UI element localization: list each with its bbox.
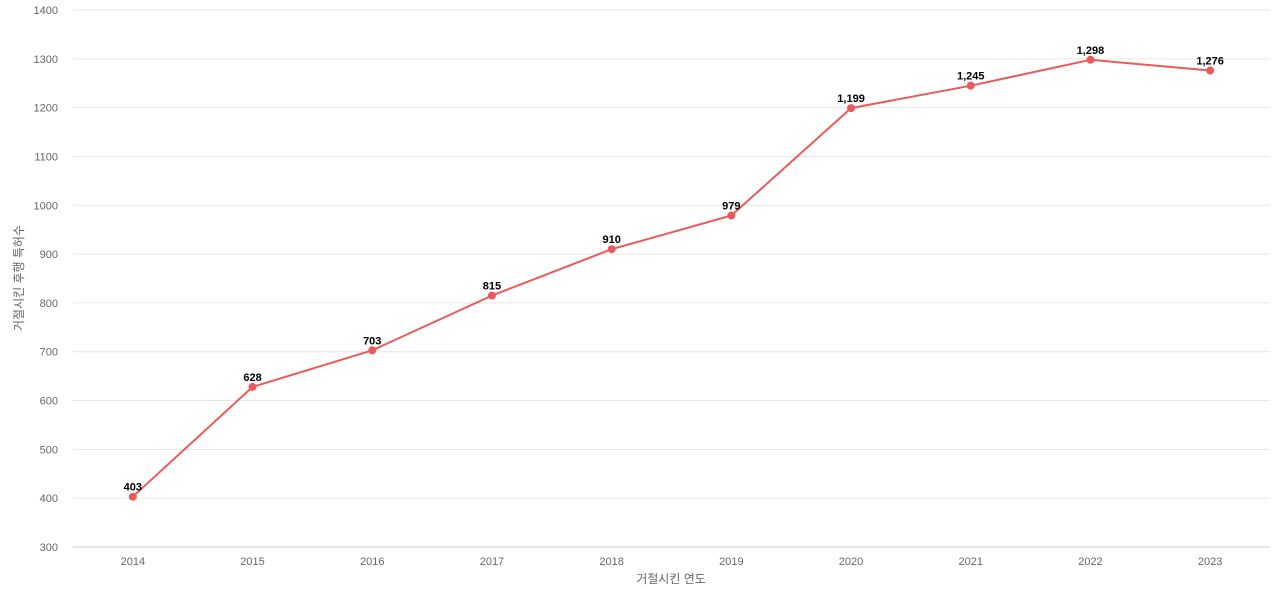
series-layer (128, 55, 1215, 501)
data-point[interactable] (1086, 55, 1095, 64)
data-label: 628 (243, 372, 261, 384)
y-tick-label: 800 (40, 298, 58, 310)
data-label: 703 (363, 335, 381, 347)
data-point[interactable] (368, 346, 377, 355)
x-tick-label: 2018 (599, 556, 623, 568)
x-tick-label: 2021 (959, 556, 983, 568)
data-label: 403 (124, 482, 142, 494)
grid-lines (73, 9, 1270, 548)
y-tick-label: 300 (40, 542, 58, 554)
x-tick-label: 2019 (719, 556, 743, 568)
y-tick-label: 1400 (34, 5, 58, 17)
y-tick-label: 1200 (34, 103, 58, 115)
x-tick-label: 2022 (1078, 556, 1102, 568)
data-label: 815 (483, 281, 501, 293)
x-tick-label: 2023 (1198, 556, 1222, 568)
series-line (132, 58, 1211, 498)
data-label: 1,276 (1196, 56, 1224, 68)
y-tick-label: 500 (40, 444, 58, 456)
y-axis-ticks: 300 400 500 600 700 800 900 1000 1100 1200 1300 140… (34, 5, 58, 554)
data-labels: 403 628 703 815 910 979 1,199 1,245 1,298 1,276 (124, 45, 1224, 494)
data-label: 1,199 (837, 93, 865, 105)
x-axis-title: 거절시킨 연도 (636, 572, 706, 586)
data-label: 1,298 (1077, 45, 1105, 57)
x-tick-label: 2017 (480, 556, 504, 568)
x-tick-label: 2020 (839, 556, 863, 568)
data-label: 1,245 (957, 71, 985, 83)
data-point[interactable] (847, 104, 856, 113)
data-label: 910 (602, 234, 620, 246)
y-tick-label: 900 (40, 249, 58, 261)
data-label: 979 (722, 201, 740, 213)
y-tick-label: 400 (40, 493, 58, 505)
data-point[interactable] (248, 382, 257, 391)
y-tick-label: 1000 (34, 200, 58, 212)
x-tick-label: 2014 (121, 556, 145, 568)
y-tick-label: 600 (40, 396, 58, 408)
x-tick-label: 2015 (240, 556, 264, 568)
x-tick-label: 2016 (360, 556, 384, 568)
data-point[interactable] (1206, 66, 1215, 75)
data-point[interactable] (487, 291, 496, 300)
data-point[interactable] (128, 492, 137, 501)
x-axis-ticks: 2014 2015 2016 2017 2018 2019 2020 2021 2022 2023 (121, 556, 1223, 568)
data-point[interactable] (727, 211, 736, 220)
y-tick-label: 700 (40, 347, 58, 359)
y-tick-label: 1100 (34, 151, 58, 163)
data-point[interactable] (966, 81, 975, 90)
y-tick-label: 1300 (34, 54, 58, 66)
data-point[interactable] (607, 245, 616, 254)
y-axis-title: 거절시킨 후행 특허수 (11, 225, 26, 331)
